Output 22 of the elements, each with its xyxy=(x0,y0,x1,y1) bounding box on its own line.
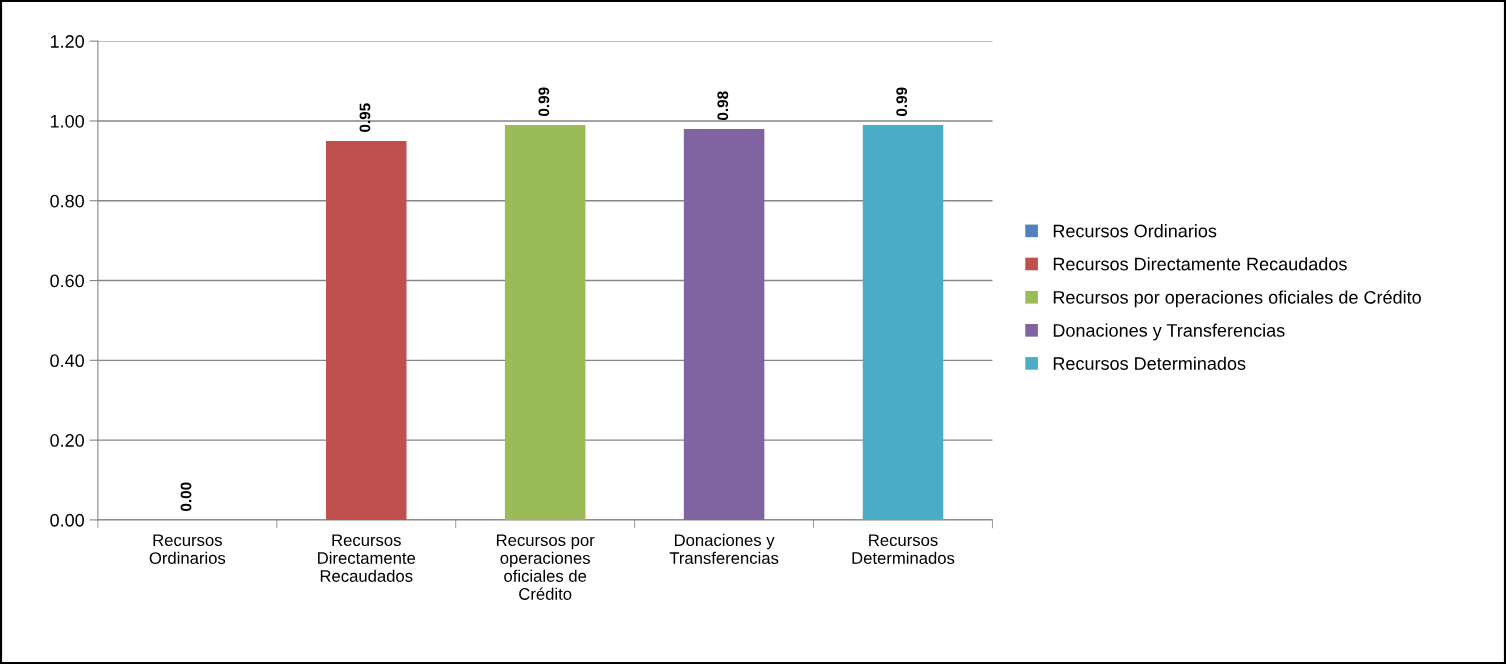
legend-label: Recursos por operaciones oficiales de Crédito xyxy=(1053,290,1421,308)
legend-label: Donaciones y Transferencias xyxy=(1053,323,1285,341)
legend-label: Recursos Determinados xyxy=(1053,356,1246,370)
y-tick-label: 0.80 xyxy=(50,194,84,208)
legend-label: Recursos Directamente Recaudados xyxy=(1053,257,1347,271)
x-tick-label: Recursos Directamente Recaudados xyxy=(318,534,416,582)
y-tick-label: 1.20 xyxy=(50,35,84,48)
y-tick-label: 0.00 xyxy=(50,513,84,527)
y-tick-label: 0.60 xyxy=(50,274,84,288)
data-label: 0.99 xyxy=(538,87,550,117)
y-tick-label: 0.20 xyxy=(50,434,84,447)
legend-label: Recursos Ordinarios xyxy=(1053,224,1217,238)
x-tick-label: Recursos Determinados xyxy=(852,534,955,564)
x-tick-label: Recursos Ordinarios xyxy=(149,534,226,564)
y-tick-label: 0.40 xyxy=(50,354,84,368)
data-label: 0.95 xyxy=(359,103,371,132)
y-tick-label: 1.00 xyxy=(50,114,84,128)
data-label: 0.99 xyxy=(896,87,908,117)
data-label: 0.98 xyxy=(717,91,729,120)
x-tick-label: Donaciones y Transferencias xyxy=(669,533,779,564)
x-tick-label: Recursos por operaciones oficiales de Crédito xyxy=(496,534,595,600)
data-label: 0.00 xyxy=(180,482,192,511)
